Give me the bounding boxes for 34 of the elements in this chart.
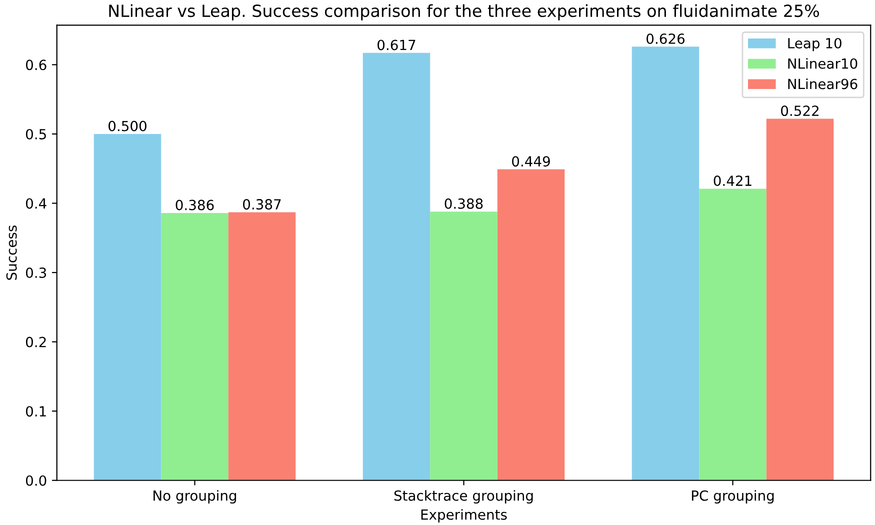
x-axis-title: Experiments — [421, 509, 507, 523]
data-label: 0.386 — [176, 200, 214, 210]
y-tick-label: 0.6 — [26, 60, 46, 70]
x-tick-label: PC grouping — [692, 490, 774, 504]
data-label: 0.449 — [512, 156, 550, 167]
bar — [430, 212, 498, 480]
legend-label: Leap 10 — [788, 38, 842, 52]
data-label: 0.388 — [444, 198, 483, 209]
data-label: 0.500 — [108, 120, 146, 132]
bar — [766, 118, 834, 480]
y-tick-label: 0.5 — [26, 128, 46, 140]
data-label: 0.522 — [781, 106, 818, 116]
y-axis-title: Success — [6, 226, 17, 280]
bar — [699, 188, 766, 480]
bar — [161, 212, 228, 480]
x-tick-label: Stacktrace grouping — [394, 490, 533, 504]
data-label: 0.626 — [646, 33, 685, 44]
data-label: 0.617 — [378, 40, 416, 50]
x-tick-label: No grouping — [154, 490, 236, 504]
bar — [94, 134, 162, 480]
y-tick-label: 0.4 — [26, 198, 46, 209]
bar — [362, 52, 430, 480]
bar — [228, 212, 296, 480]
legend-label: NLinear96 — [788, 78, 858, 90]
chart-title: NLinear vs Leap. Success comparison for the three experiments on fluidanimate 25% — [109, 4, 819, 20]
y-tick-label: 0.0 — [26, 475, 46, 486]
y-tick-label: 0.1 — [26, 406, 46, 417]
legend-label: NLinear10 — [788, 58, 858, 69]
y-tick-label: 0.2 — [26, 336, 46, 348]
data-label: 0.387 — [243, 199, 281, 210]
y-tick-label: 0.3 — [26, 268, 46, 278]
bar — [632, 46, 700, 480]
bar — [497, 169, 565, 480]
data-label: 0.421 — [714, 176, 752, 186]
